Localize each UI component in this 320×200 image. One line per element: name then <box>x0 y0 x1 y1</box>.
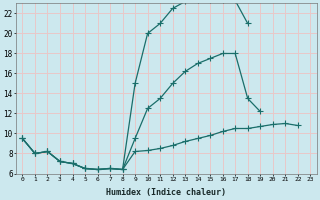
X-axis label: Humidex (Indice chaleur): Humidex (Indice chaleur) <box>106 188 226 197</box>
